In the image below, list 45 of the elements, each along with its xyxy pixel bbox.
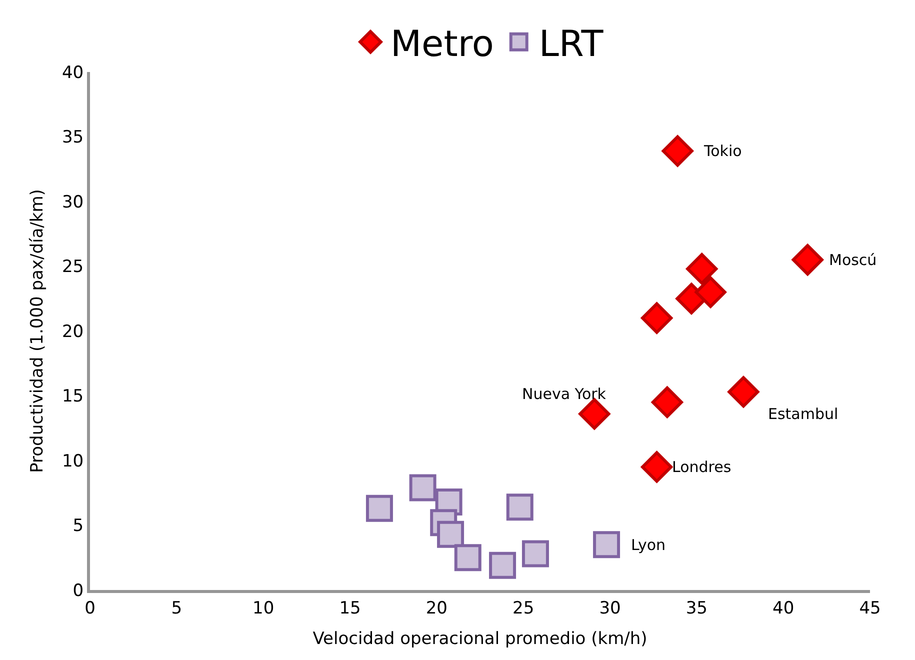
y-tick-label: 20: [62, 322, 84, 342]
point: [366, 494, 393, 522]
point: [506, 494, 534, 521]
x-tick-label: 20: [426, 598, 448, 618]
point: [641, 451, 673, 483]
point: [728, 376, 760, 408]
y-tick-label: 15: [62, 386, 84, 407]
point: [792, 244, 824, 276]
x-axis-title: Velocidad operacional promedio (km/h): [312, 628, 648, 649]
y-tick-label: 10: [62, 451, 84, 472]
annotation: Nueva York: [522, 385, 606, 403]
x-tick-label: 5: [171, 598, 182, 618]
point: [651, 386, 683, 418]
x-tick-label: 25: [512, 598, 534, 618]
y-tick-label: 0: [72, 580, 84, 601]
y-tick-label: 40: [62, 62, 84, 83]
x-tick-label: 40: [772, 598, 794, 618]
x-tick-label: 45: [859, 598, 881, 618]
annotation: Lyon: [631, 536, 666, 554]
point: [437, 520, 464, 548]
annotation: Moscú: [829, 251, 877, 269]
point: [593, 531, 620, 558]
point: [694, 276, 726, 308]
y-tick-label: 5: [72, 516, 84, 536]
point: [641, 302, 673, 334]
annotation: Tokio: [703, 142, 742, 160]
point: [686, 253, 718, 285]
point: [454, 544, 482, 572]
x-tick-label: 35: [686, 598, 708, 618]
x-tick-label: 30: [599, 598, 621, 618]
y-tick-label: 30: [62, 192, 84, 212]
point: [578, 398, 610, 430]
point: [522, 540, 549, 568]
point: [489, 552, 516, 579]
point: [662, 135, 694, 167]
annotation: Londres: [672, 458, 732, 476]
y-tick-label: 25: [62, 257, 84, 278]
y-axis-title: Productividad (1.000 pax/día/km): [28, 189, 48, 473]
x-tick-label: 15: [339, 598, 361, 618]
point: [409, 474, 436, 502]
annotation: Estambul: [768, 405, 838, 423]
legend-label: LRT: [538, 24, 604, 65]
legend-label: Metro: [390, 24, 494, 65]
y-tick-label: 35: [62, 128, 84, 148]
x-tick-label: 10: [252, 598, 274, 618]
